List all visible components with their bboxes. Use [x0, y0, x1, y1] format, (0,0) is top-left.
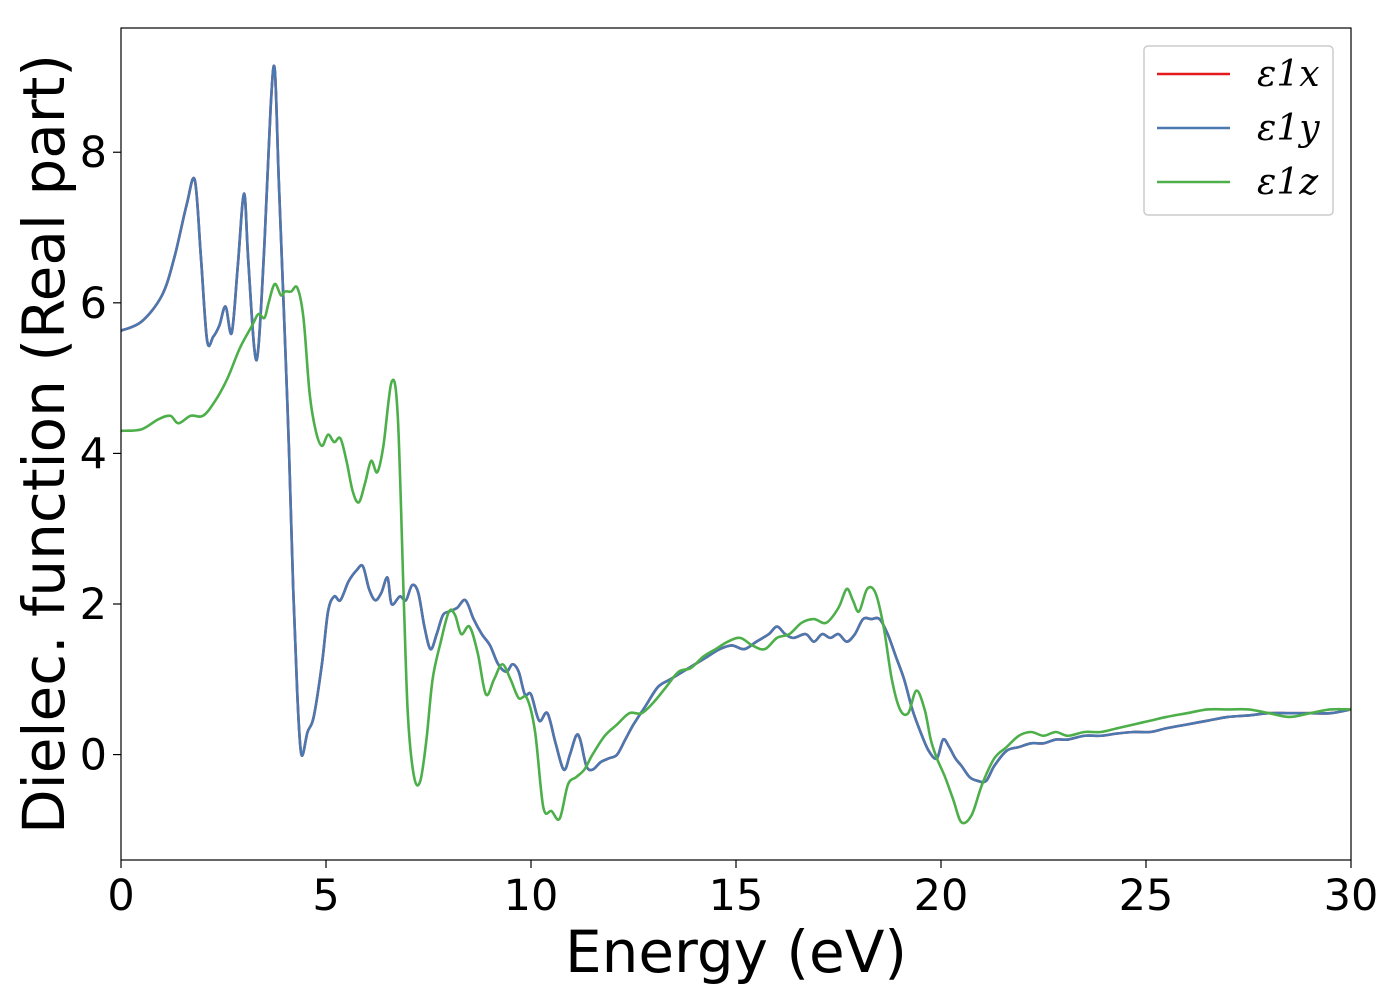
x-tick-label: 20 — [914, 871, 969, 921]
legend-label-3: ε1z — [1257, 162, 1319, 203]
y-tick-label: 0 — [80, 731, 107, 781]
x-tick-label: 30 — [1324, 871, 1379, 921]
series-line-2 — [121, 64, 1351, 784]
legend-box — [1143, 45, 1334, 216]
x-axis-label: Energy (eV) — [565, 918, 907, 986]
x-tick-label: 25 — [1119, 871, 1174, 921]
x-tick-label: 5 — [312, 871, 339, 921]
x-tick-label: 0 — [107, 871, 134, 921]
x-tick-label: 10 — [504, 871, 559, 921]
y-axis-label: Dielec. function (Real part) — [10, 54, 78, 834]
y-tick-label: 4 — [80, 429, 107, 479]
legend: ε1x ε1y ε1z — [1143, 45, 1334, 216]
legend-label-2: ε1y — [1257, 108, 1320, 149]
y-tick-label: 2 — [80, 580, 107, 630]
legend-label-1: ε1x — [1257, 54, 1320, 95]
series-line-3 — [121, 282, 1351, 825]
y-tick-label: 6 — [80, 279, 107, 329]
y-tick-label: 8 — [80, 128, 107, 178]
x-tick-label: 15 — [709, 871, 764, 921]
